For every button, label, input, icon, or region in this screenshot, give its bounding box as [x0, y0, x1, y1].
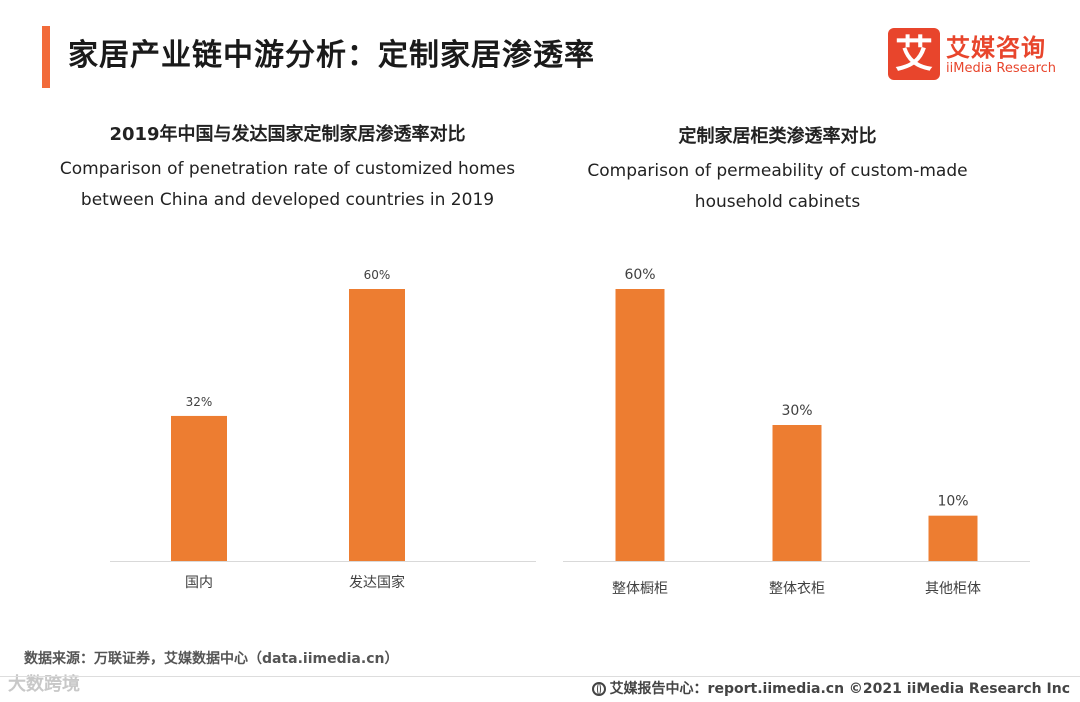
- left-bar-1: [171, 415, 227, 561]
- right-chart-title-en-1: Comparison of permeability of custom-mad…: [587, 161, 968, 181]
- right-category-label-2: 整体衣柜: [769, 581, 825, 597]
- logo-en-text: iiMedia Research: [946, 61, 1057, 76]
- title-accent-bar: [42, 26, 50, 88]
- left-bar-2: [349, 289, 405, 561]
- data-source-note: 数据来源：万联证券，艾媒数据中心（data.iimedia.cn）: [24, 651, 399, 667]
- right-bar-3: [928, 515, 978, 561]
- page-title: 家居产业链中游分析：定制家居渗透率: [68, 38, 595, 73]
- globe-icon: [591, 682, 606, 696]
- footer-divider: [0, 676, 1080, 677]
- left-category-label-1: 国内: [185, 575, 213, 591]
- right-bar-2: [772, 425, 822, 561]
- footer: 艾媒报告中心：report.iimedia.cn ©2021 iiMedia R…: [591, 678, 1070, 698]
- right-data-label-1: 60%: [624, 267, 655, 283]
- right-category-label-1: 整体橱柜: [612, 581, 668, 597]
- right-chart-header: 定制家居柜类渗透率对比 Comparison of permeability o…: [545, 122, 1010, 218]
- left-category-label-2: 发达国家: [349, 574, 405, 591]
- footer-text: 艾媒报告中心：report.iimedia.cn ©2021 iiMedia R…: [609, 681, 1070, 697]
- left-chart-title-cn: 2019年中国与发达国家定制家居渗透率对比: [109, 124, 466, 145]
- right-data-label-2: 30%: [781, 403, 812, 419]
- iimedia-logo: 艾 艾媒咨询 iiMedia Research: [888, 28, 1068, 84]
- left-chart-title-en-2: between China and developed countries in…: [80, 190, 495, 210]
- bar-charts-canvas: 32% 国内 60% 发达国家 60% 整体橱柜 30% 整体衣柜 10% 其他柜体: [110, 267, 1030, 597]
- left-chart-title-en-1: Comparison of penetration rate of custom…: [59, 159, 516, 179]
- logo-cn-text: 艾媒咨询: [946, 34, 1046, 62]
- left-bar-chart: 32% 国内 60% 发达国家: [110, 268, 536, 591]
- left-data-label-2: 60%: [364, 268, 391, 282]
- right-category-label-3: 其他柜体: [925, 581, 981, 597]
- right-chart-title-cn: 定制家居柜类渗透率对比: [678, 126, 877, 147]
- watermark-text: 大数跨境: [8, 674, 80, 695]
- right-bar-chart: 60% 整体橱柜 30% 整体衣柜 10% 其他柜体: [563, 267, 1030, 597]
- right-bar-1: [615, 289, 665, 561]
- right-chart-title-en-2: household cabinets: [694, 192, 861, 212]
- logo-glyph: 艾: [888, 28, 940, 80]
- right-data-label-3: 10%: [937, 494, 968, 510]
- left-data-label-1: 32%: [186, 395, 213, 409]
- left-chart-header: 2019年中国与发达国家定制家居渗透率对比 Comparison of pene…: [40, 120, 535, 216]
